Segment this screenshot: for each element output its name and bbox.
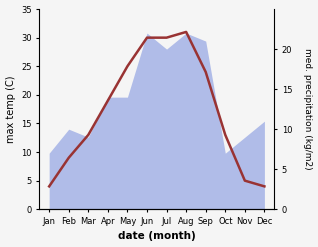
Y-axis label: max temp (C): max temp (C) (5, 75, 16, 143)
X-axis label: date (month): date (month) (118, 231, 196, 242)
Y-axis label: med. precipitation (kg/m2): med. precipitation (kg/m2) (303, 48, 313, 170)
